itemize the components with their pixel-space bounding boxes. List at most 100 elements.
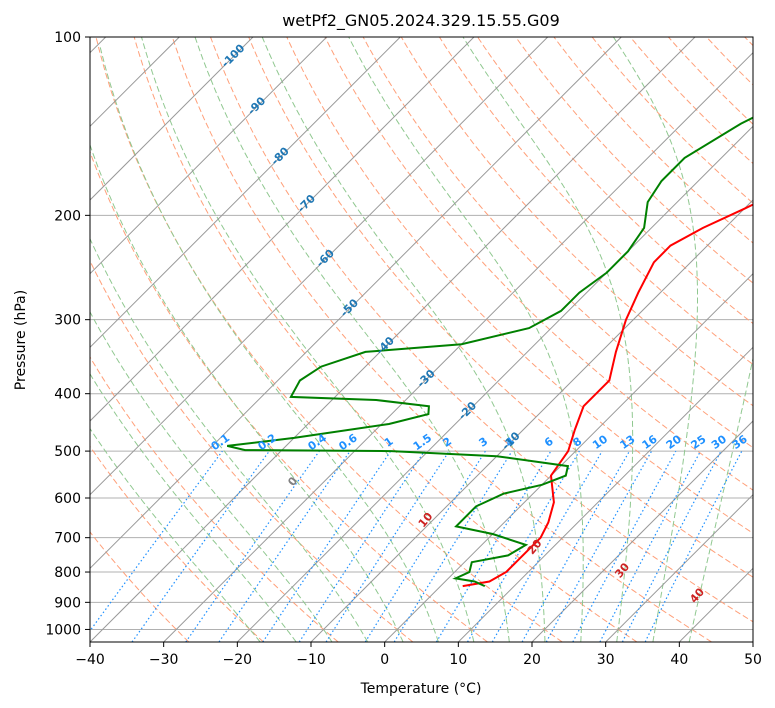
mixing-ratio-line — [131, 450, 270, 642]
mixing-ratio-line — [644, 450, 743, 642]
mixing-ratio-label: 1.5 — [411, 431, 434, 453]
dry-adiabat-line — [744, 37, 753, 47]
mixing-ratio-line — [325, 450, 450, 642]
isotherm-line — [90, 37, 254, 201]
dry-adiabat-line — [95, 37, 563, 642]
dewpoint-profile-line — [226, 116, 753, 588]
y-tick-label: 500 — [54, 444, 81, 460]
moist-adiabat-line — [141, 37, 475, 642]
isotherm-line — [310, 199, 753, 642]
isotherm-line — [90, 37, 622, 570]
dry-adiabat-line — [90, 150, 488, 642]
isotherm-line — [90, 37, 328, 275]
dry-adiabat-line — [400, 37, 753, 407]
isotherm-label: -40 — [374, 334, 397, 357]
mixing-ratio-line — [262, 450, 392, 642]
isotherm-line — [90, 37, 401, 349]
moist-adiabat-line — [462, 37, 634, 642]
mixing-ratio-label: 1 — [382, 435, 396, 450]
isotherm-label: -80 — [269, 144, 292, 167]
dry-adiabat-line — [515, 37, 753, 284]
isotherm-label: -70 — [295, 192, 318, 215]
moist-adiabat-line — [261, 37, 546, 642]
moist-adiabat-line — [90, 143, 404, 642]
temperature-profile-line — [462, 203, 753, 588]
isotherm-label: -50 — [338, 296, 361, 319]
x-tick-label: 30 — [597, 652, 615, 668]
x-axis: −40 −30 −20 −10 0 10 20 30 40 50 — [75, 642, 762, 668]
mixing-ratio-label: 8 — [571, 435, 585, 450]
dry-adiabat-line — [629, 37, 753, 165]
plot-frame — [89, 36, 754, 643]
x-tick-label: 0 — [380, 652, 389, 668]
moist-adiabat-line — [194, 37, 510, 642]
moist-adiabat-line — [90, 237, 369, 642]
mixing-ratio-line — [521, 450, 631, 642]
isotherm-line — [531, 420, 753, 642]
x-tick-label: 10 — [449, 652, 467, 668]
mixing-ratio-label: 6 — [542, 435, 556, 450]
mixing-ratio-line — [90, 450, 223, 632]
x-tick-label: 20 — [523, 652, 541, 668]
x-tick-label: 40 — [670, 652, 688, 668]
x-tick-label: −30 — [149, 652, 179, 668]
x-axis-label: Temperature (°C) — [360, 681, 482, 697]
mixing-ratio-line — [599, 450, 702, 642]
x-tick-label: −10 — [296, 652, 326, 668]
moist-adiabat-line — [688, 355, 753, 642]
dry-adiabat-line — [324, 37, 753, 491]
isotherm-label: -20 — [456, 399, 479, 422]
dry-adiabat-line — [286, 37, 753, 534]
mixing-ratio-line — [298, 450, 425, 642]
y-axis: 100 200 300 400 500 600 700 800 900 1000 — [45, 30, 90, 638]
mixing-ratio-label: 3 — [477, 435, 491, 450]
x-tick-label: −40 — [75, 652, 105, 668]
moist-adiabat-line — [90, 311, 333, 642]
y-tick-label: 200 — [54, 208, 81, 224]
isotherm-line — [605, 493, 753, 642]
y-tick-label: 600 — [54, 491, 81, 507]
isotherm-label: -100 — [219, 41, 248, 70]
isotherm-line — [457, 346, 753, 642]
mixing-ratio-label: 30 — [709, 432, 729, 452]
isotherm-line — [678, 567, 753, 642]
dry-adiabat-line — [438, 37, 753, 366]
mixing-ratio-label: 16 — [640, 432, 660, 452]
dry-adiabat-line — [90, 445, 264, 642]
isotherm-line — [384, 272, 753, 642]
dry-adiabat-line — [210, 37, 753, 623]
dry-adiabat-line — [553, 37, 753, 244]
isotherm-line — [90, 37, 696, 642]
mixing-ratio-line — [218, 450, 351, 642]
isotherm-label: -90 — [245, 94, 268, 117]
mixing-ratio-line — [572, 450, 677, 642]
mixing-ratio-label: 20 — [664, 432, 684, 452]
isotherm-label: -10 — [499, 429, 522, 452]
isotherm-line — [236, 125, 753, 642]
mixing-ratio-line — [393, 450, 513, 642]
isotherm-label: -60 — [314, 246, 337, 269]
isotherm-line — [90, 37, 549, 496]
y-tick-label: 1000 — [45, 622, 81, 638]
mixing-ratio-label: 13 — [617, 433, 637, 452]
x-tick-label: 50 — [744, 652, 762, 668]
dry-adiabat-line — [668, 37, 753, 125]
dry-adiabat-line — [90, 356, 339, 642]
mixing-ratio-line — [545, 450, 653, 642]
x-tick-label: −20 — [223, 652, 253, 668]
moist-adiabat-line — [90, 372, 297, 642]
plot-area — [90, 37, 753, 642]
y-axis-label: Pressure (hPa) — [13, 290, 29, 390]
mixing-ratio-label: 0.1 — [209, 431, 232, 453]
moist-adiabat-line — [612, 37, 698, 642]
y-tick-label: 300 — [54, 313, 81, 329]
isotherm-line — [163, 51, 753, 642]
dry-adiabat-line — [90, 531, 190, 642]
moist-adiabat-line — [90, 427, 261, 642]
dry-adiabat-line — [591, 37, 753, 204]
dry-adiabat-line — [477, 37, 753, 325]
y-tick-label: 400 — [54, 387, 81, 403]
isotherm-label: -30 — [414, 367, 437, 390]
dry-adiabat-line — [706, 37, 753, 86]
